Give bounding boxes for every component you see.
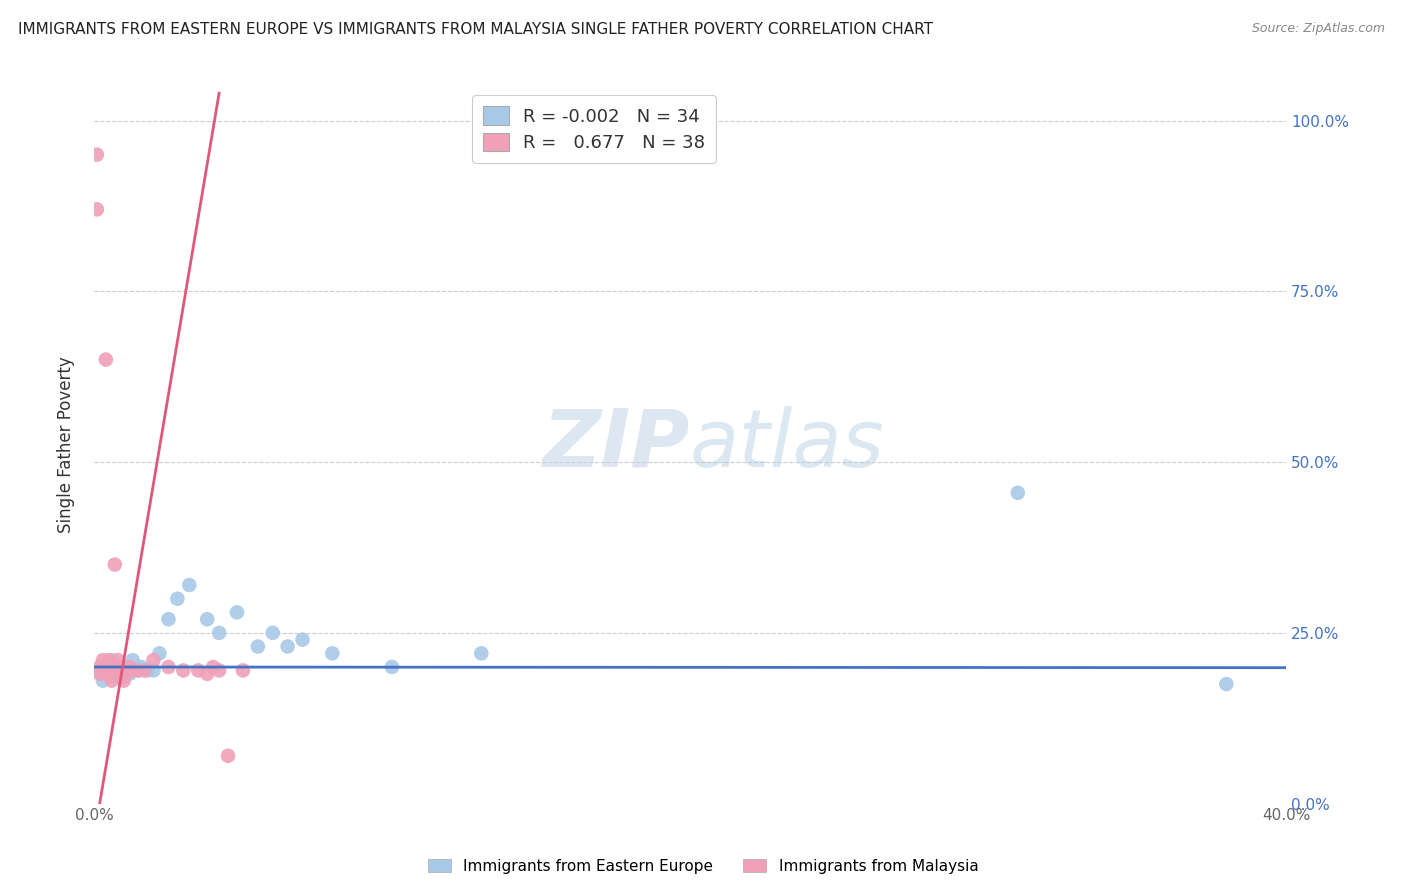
Point — [128, 664, 150, 678]
Y-axis label: Single Father Poverty: Single Father Poverty — [58, 357, 75, 533]
Point — [232, 664, 254, 678]
Point — [112, 670, 135, 684]
Point — [115, 664, 138, 678]
Point — [187, 664, 209, 678]
Point — [94, 660, 117, 674]
Point — [86, 202, 108, 217]
Point — [104, 666, 127, 681]
Point — [470, 646, 492, 660]
Point — [121, 653, 143, 667]
Point — [1215, 677, 1237, 691]
Point — [202, 660, 225, 674]
Point — [262, 625, 284, 640]
Point — [110, 666, 132, 681]
Point — [195, 612, 218, 626]
Point — [172, 664, 194, 678]
Point — [97, 660, 120, 674]
Point — [94, 660, 117, 674]
Point — [97, 666, 120, 681]
Point — [157, 612, 180, 626]
Point — [217, 748, 239, 763]
Point — [381, 660, 404, 674]
Point — [97, 653, 120, 667]
Point — [136, 664, 159, 678]
Point — [157, 660, 180, 674]
Text: atlas: atlas — [690, 406, 884, 484]
Point — [277, 640, 299, 654]
Point — [121, 664, 143, 678]
Point — [131, 660, 153, 674]
Point — [148, 646, 170, 660]
Point — [166, 591, 188, 606]
Point — [94, 352, 117, 367]
Point — [107, 664, 129, 678]
Text: Source: ZipAtlas.com: Source: ZipAtlas.com — [1251, 22, 1385, 36]
Point — [112, 673, 135, 688]
Point — [91, 673, 114, 688]
Point — [118, 660, 141, 674]
Point — [110, 664, 132, 678]
Point — [104, 664, 127, 678]
Point — [110, 660, 132, 674]
Text: ZIP: ZIP — [543, 406, 690, 484]
Point — [101, 670, 124, 684]
Text: IMMIGRANTS FROM EASTERN EUROPE VS IMMIGRANTS FROM MALAYSIA SINGLE FATHER POVERTY: IMMIGRANTS FROM EASTERN EUROPE VS IMMIGR… — [18, 22, 934, 37]
Point — [107, 660, 129, 674]
Point — [112, 664, 135, 678]
Point — [94, 666, 117, 681]
Point — [142, 664, 165, 678]
Point — [208, 664, 231, 678]
Point — [101, 666, 124, 681]
Point — [89, 664, 111, 678]
Point — [226, 605, 249, 619]
Point — [107, 653, 129, 667]
Point — [134, 664, 156, 678]
Point — [91, 664, 114, 678]
Point — [179, 578, 201, 592]
Point — [97, 664, 120, 678]
Point — [101, 664, 124, 678]
Point — [142, 653, 165, 667]
Legend: Immigrants from Eastern Europe, Immigrants from Malaysia: Immigrants from Eastern Europe, Immigran… — [422, 853, 984, 880]
Point — [246, 640, 269, 654]
Point — [104, 558, 127, 572]
Point — [1007, 485, 1029, 500]
Point — [291, 632, 314, 647]
Point — [101, 653, 124, 667]
Point — [91, 664, 114, 678]
Point — [94, 664, 117, 678]
Point — [208, 625, 231, 640]
Point — [115, 660, 138, 674]
Point — [91, 653, 114, 667]
Point — [86, 147, 108, 161]
Point — [195, 666, 218, 681]
Point — [118, 666, 141, 681]
Point — [89, 660, 111, 674]
Point — [89, 666, 111, 681]
Point — [321, 646, 343, 660]
Legend: R = -0.002   N = 34, R =   0.677   N = 38: R = -0.002 N = 34, R = 0.677 N = 38 — [472, 95, 716, 163]
Point — [128, 664, 150, 678]
Point — [101, 673, 124, 688]
